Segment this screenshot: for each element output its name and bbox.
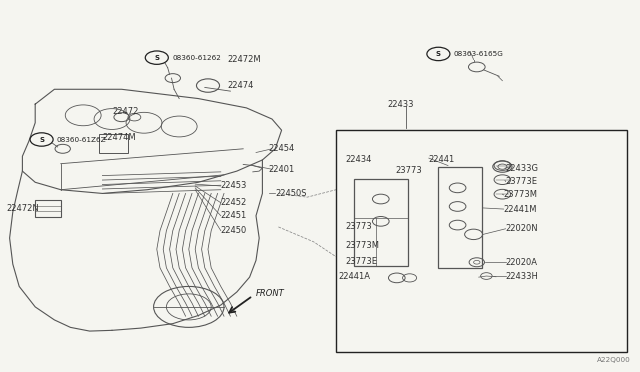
Text: S: S xyxy=(436,51,441,57)
Text: 22454: 22454 xyxy=(269,144,295,153)
Text: 22020A: 22020A xyxy=(506,258,538,267)
Text: 22401: 22401 xyxy=(269,165,295,174)
Circle shape xyxy=(145,51,168,64)
Text: 22472: 22472 xyxy=(112,107,138,116)
Bar xyxy=(438,167,482,268)
Text: A22Q000: A22Q000 xyxy=(596,357,630,363)
Text: 22453: 22453 xyxy=(221,182,247,190)
Text: 22020N: 22020N xyxy=(506,224,538,233)
Text: 23773: 23773 xyxy=(396,166,422,174)
Text: 22472M: 22472M xyxy=(227,55,261,64)
Text: 22434: 22434 xyxy=(346,155,372,164)
Text: 22452: 22452 xyxy=(221,198,247,207)
Text: 22451: 22451 xyxy=(221,211,247,220)
Text: 23773E: 23773E xyxy=(506,177,538,186)
Text: 23773M: 23773M xyxy=(346,241,380,250)
Bar xyxy=(354,179,408,266)
Text: 23773M: 23773M xyxy=(504,190,538,199)
Text: 22433H: 22433H xyxy=(506,272,538,280)
Text: 23773E: 23773E xyxy=(346,257,378,266)
Text: 22441: 22441 xyxy=(429,155,455,164)
Bar xyxy=(35,200,61,217)
Text: 22450S: 22450S xyxy=(275,189,307,198)
Text: FRONT: FRONT xyxy=(256,289,285,298)
Text: 22433: 22433 xyxy=(387,100,413,109)
Text: 22441A: 22441A xyxy=(338,272,370,280)
Text: 22441M: 22441M xyxy=(504,205,537,214)
Text: S: S xyxy=(39,137,44,142)
Text: 22433G: 22433G xyxy=(506,164,539,173)
Text: 22472N: 22472N xyxy=(6,204,39,213)
Text: 22474: 22474 xyxy=(227,81,253,90)
Circle shape xyxy=(30,133,53,146)
Text: 22474M: 22474M xyxy=(102,133,136,142)
Text: 08360-61262: 08360-61262 xyxy=(172,55,221,61)
Circle shape xyxy=(427,47,450,61)
Bar xyxy=(99,134,128,153)
Text: 08363-6165G: 08363-6165G xyxy=(454,51,504,57)
Bar xyxy=(336,130,627,352)
Text: 22450: 22450 xyxy=(221,226,247,235)
Text: 23773: 23773 xyxy=(346,222,372,231)
Text: 08360-61Z6Z: 08360-61Z6Z xyxy=(57,137,107,142)
Text: S: S xyxy=(154,55,159,61)
